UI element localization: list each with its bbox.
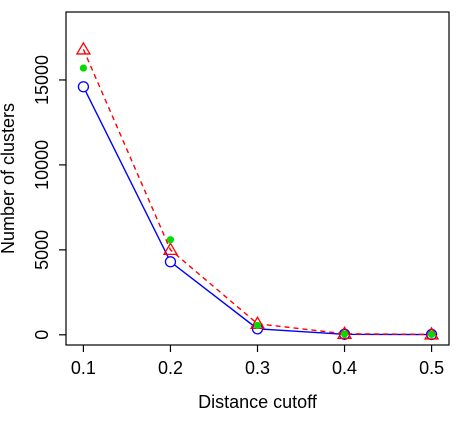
- series-2: [79, 64, 436, 339]
- plot-frame: [65, 11, 450, 346]
- data-point: [79, 64, 88, 72]
- y-axis-title: Number of clusters: [0, 103, 18, 254]
- y-tick-label: 15000: [32, 55, 52, 105]
- y-axis: 0 5000 10000 15000: [32, 55, 66, 340]
- data-point: [253, 321, 262, 330]
- y-tick-label: 0: [32, 330, 52, 340]
- series-line: [82, 86, 432, 336]
- series-1: [75, 41, 440, 340]
- series-0: [77, 81, 438, 341]
- x-tick-label: 0.4: [332, 358, 357, 378]
- data-point: [164, 256, 177, 268]
- x-tick-label: 0.1: [71, 358, 96, 378]
- y-tick-label: 5000: [32, 230, 52, 270]
- y-tick-label: 10000: [32, 140, 52, 190]
- x-tick-label: 0.3: [245, 358, 270, 378]
- x-tick-label: 0.2: [158, 358, 183, 378]
- data-point: [340, 330, 349, 338]
- data-point: [162, 242, 179, 256]
- data-point: [427, 330, 436, 339]
- x-tick-label: 0.5: [419, 358, 444, 378]
- series-line: [82, 49, 432, 336]
- data-point: [77, 81, 90, 93]
- series-layer: [75, 41, 440, 341]
- data-point: [75, 41, 92, 55]
- data-point: [166, 236, 175, 244]
- x-axis: 0.1 0.2 0.3 0.4 0.5: [71, 345, 444, 378]
- x-axis-title: Distance cutoff: [198, 392, 318, 412]
